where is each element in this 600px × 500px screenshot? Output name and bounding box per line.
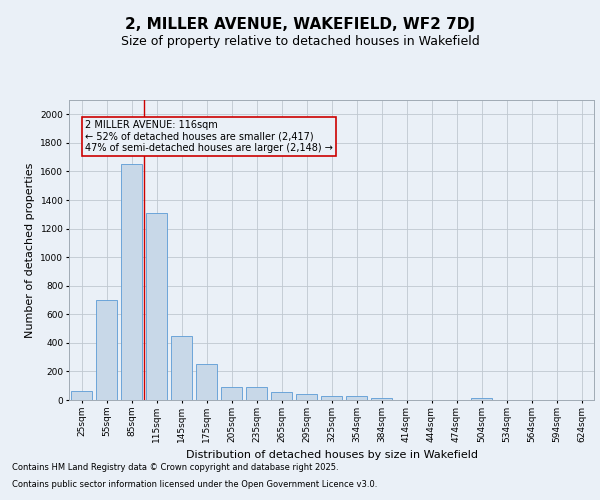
Bar [296,394,317,400]
Text: Size of property relative to detached houses in Wakefield: Size of property relative to detached ho… [121,35,479,48]
Bar [346,396,367,400]
Bar [246,387,267,400]
Bar [471,398,492,400]
Text: Contains HM Land Registry data © Crown copyright and database right 2025.: Contains HM Land Registry data © Crown c… [12,462,338,471]
Bar [371,398,392,400]
Text: Contains public sector information licensed under the Open Government Licence v3: Contains public sector information licen… [12,480,377,489]
Text: 2 MILLER AVENUE: 116sqm
← 52% of detached houses are smaller (2,417)
47% of semi: 2 MILLER AVENUE: 116sqm ← 52% of detache… [85,120,333,153]
Bar [146,213,167,400]
Y-axis label: Number of detached properties: Number of detached properties [25,162,35,338]
Bar [96,300,117,400]
Text: 2, MILLER AVENUE, WAKEFIELD, WF2 7DJ: 2, MILLER AVENUE, WAKEFIELD, WF2 7DJ [125,18,475,32]
Bar [271,392,292,400]
Bar [171,336,192,400]
Bar [121,164,142,400]
X-axis label: Distribution of detached houses by size in Wakefield: Distribution of detached houses by size … [185,450,478,460]
Bar [71,390,92,400]
Bar [321,396,342,400]
Bar [221,387,242,400]
Bar [196,364,217,400]
